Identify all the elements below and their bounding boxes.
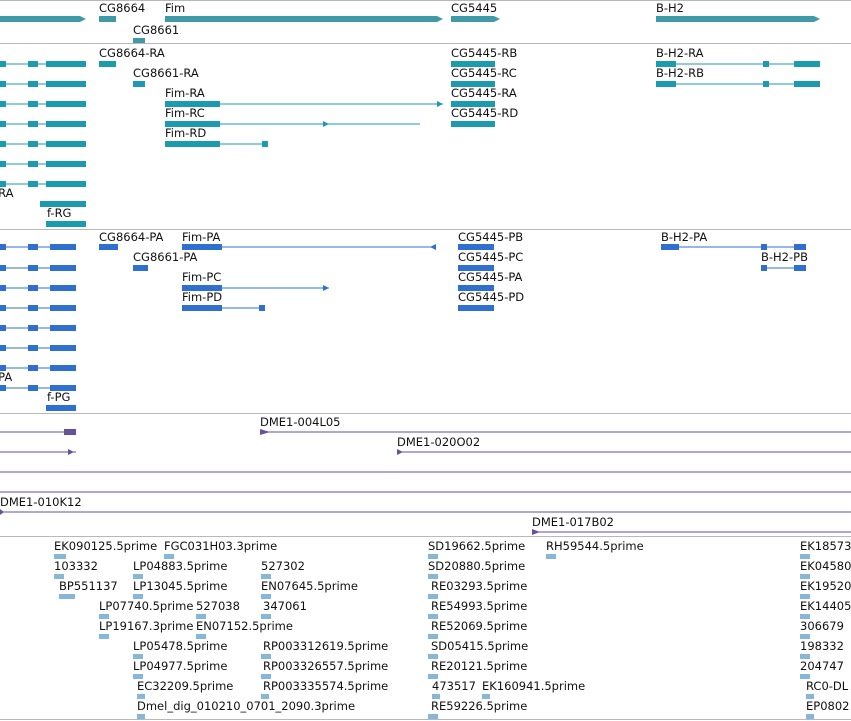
protein-label-fim-pa[interactable]: Fim-PA xyxy=(182,230,221,244)
est-label[interactable]: EK04580 xyxy=(800,559,851,573)
transcript-label-cg8664-ra[interactable]: CG8664-RA xyxy=(99,46,165,60)
est-label[interactable]: RP003312619.5prime xyxy=(263,639,388,653)
est-label[interactable]: RP003335574.5prime xyxy=(263,679,388,693)
est-label[interactable]: RP003326557.5prime xyxy=(263,659,388,673)
est-label[interactable]: 204747 xyxy=(800,659,844,673)
est-label[interactable]: 347061 xyxy=(263,599,307,613)
est-label[interactable]: RE03293.5prime xyxy=(431,579,527,593)
est-label[interactable]: LP19167.3prime xyxy=(99,619,193,633)
est-label[interactable]: LP04977.5prime xyxy=(133,659,227,673)
est-label[interactable]: RH59544.5prime xyxy=(546,539,644,553)
est-label[interactable]: RE20121.5prime xyxy=(431,659,527,673)
est-label[interactable]: SD20880.5prime xyxy=(428,559,525,573)
est-label[interactable]: EN07152.5prime xyxy=(196,619,293,633)
est-track[interactable] xyxy=(54,554,814,719)
clone-track[interactable] xyxy=(0,429,851,535)
est-label[interactable]: SD19662.5prime xyxy=(428,539,525,553)
est-label[interactable]: LP07740.5prime xyxy=(99,599,193,613)
gene-label-cg8664[interactable]: CG8664 xyxy=(99,1,145,15)
transcript-label-cg5445-ra[interactable]: CG5445-RA xyxy=(451,86,517,100)
transcript-label-ra-partial[interactable]: -RA xyxy=(0,186,14,200)
protein-label-cg5445-pc[interactable]: CG5445-PC xyxy=(458,250,523,264)
transcript-label-fim-rc[interactable]: Fim-RC xyxy=(165,106,205,120)
gene-label-bh2[interactable]: B-H2 xyxy=(656,1,684,15)
est-label[interactable]: 103332 xyxy=(54,559,98,573)
clone-label-dme1-010k12[interactable]: DME1-010K12 xyxy=(0,495,82,509)
protein-label-bh2-pa[interactable]: B-H2-PA xyxy=(661,230,707,244)
gene-label-cg5445[interactable]: CG5445 xyxy=(451,1,497,15)
protein-label-cg8664-pa[interactable]: CG8664-PA xyxy=(99,230,164,244)
protein-label-fim-pd[interactable]: Fim-PD xyxy=(182,290,222,304)
transcript-label-cg8661-ra[interactable]: CG8661-RA xyxy=(133,66,199,80)
clone-label-dme1-004l05[interactable]: DME1-004L05 xyxy=(260,415,341,429)
est-label[interactable]: 306679 xyxy=(800,619,844,633)
protein-label-cg5445-pb[interactable]: CG5445-PB xyxy=(458,230,523,244)
est-label[interactable]: EN07645.5prime xyxy=(261,579,358,593)
protein-label-bh2-pb[interactable]: B-H2-PB xyxy=(761,250,808,264)
transcript-label-cg5445-rc[interactable]: CG5445-RC xyxy=(451,66,517,80)
protein-track[interactable] xyxy=(0,244,806,411)
protein-label-fim-pc[interactable]: Fim-PC xyxy=(182,270,221,284)
est-label[interactable]: Dmel_dig_010210_0701_2090.3prime xyxy=(137,699,355,713)
est-label[interactable]: 527038 xyxy=(196,599,240,613)
est-label[interactable]: EK18573 xyxy=(800,539,851,553)
est-label[interactable]: RE59226.5prime xyxy=(431,699,527,713)
protein-label-f-pg[interactable]: f-PG xyxy=(47,390,70,404)
est-label[interactable]: EK19520 xyxy=(800,579,851,593)
est-label[interactable]: RC0-DL xyxy=(806,679,849,693)
transcript-label-cg5445-rd[interactable]: CG5445-RD xyxy=(451,106,518,120)
est-label[interactable]: LP13045.5prime xyxy=(133,579,227,593)
gene-label-fim[interactable]: Fim xyxy=(165,1,185,15)
transcript-label-bh2-ra[interactable]: B-H2-RA xyxy=(656,46,704,60)
transcript-label-fim-rd[interactable]: Fim-RD xyxy=(165,126,206,140)
transcript-label-bh2-rb[interactable]: B-H2-RB xyxy=(656,66,704,80)
est-label[interactable]: FGC031H03.3prime xyxy=(164,539,277,553)
est-label[interactable]: 198332 xyxy=(800,639,844,653)
est-label[interactable]: EK090125.5prime xyxy=(54,539,157,553)
est-label[interactable]: LP04883.5prime xyxy=(133,559,227,573)
est-label[interactable]: EK14405 xyxy=(800,599,851,613)
est-label[interactable]: EC32209.5prime xyxy=(137,679,233,693)
protein-label-cg5445-pa[interactable]: CG5445-PA xyxy=(458,270,523,284)
protein-label-cg5445-pd[interactable]: CG5445-PD xyxy=(458,290,524,304)
protein-label-pa-partial[interactable]: -PA xyxy=(0,370,12,384)
gene-track[interactable] xyxy=(0,16,820,43)
est-label[interactable]: 473517 xyxy=(432,679,476,693)
transcript-label-cg5445-rb[interactable]: CG5445-RB xyxy=(451,46,517,60)
est-label[interactable]: BP551137 xyxy=(59,579,118,593)
clone-label-dme1-017b02[interactable]: DME1-017B02 xyxy=(532,515,614,529)
est-label[interactable]: RE52069.5prime xyxy=(431,619,527,633)
est-label[interactable]: SD05415.5prime xyxy=(431,639,528,653)
transcript-label-f-rg[interactable]: f-RG xyxy=(47,206,71,220)
est-label[interactable]: LP05478.5prime xyxy=(133,639,227,653)
transcript-track[interactable] xyxy=(0,61,820,227)
est-label[interactable]: EK160941.5prime xyxy=(482,679,585,693)
est-label[interactable]: EP0802 xyxy=(806,699,849,713)
gene-label-cg8661[interactable]: CG8661 xyxy=(133,23,179,37)
transcript-label-fim-ra[interactable]: Fim-RA xyxy=(165,86,205,100)
protein-label-cg8661-pa[interactable]: CG8661-PA xyxy=(133,250,198,264)
clone-label-dme1-020o02[interactable]: DME1-020O02 xyxy=(397,435,480,449)
est-label[interactable]: RE54993.5prime xyxy=(431,599,527,613)
est-label[interactable]: 527302 xyxy=(261,559,305,573)
